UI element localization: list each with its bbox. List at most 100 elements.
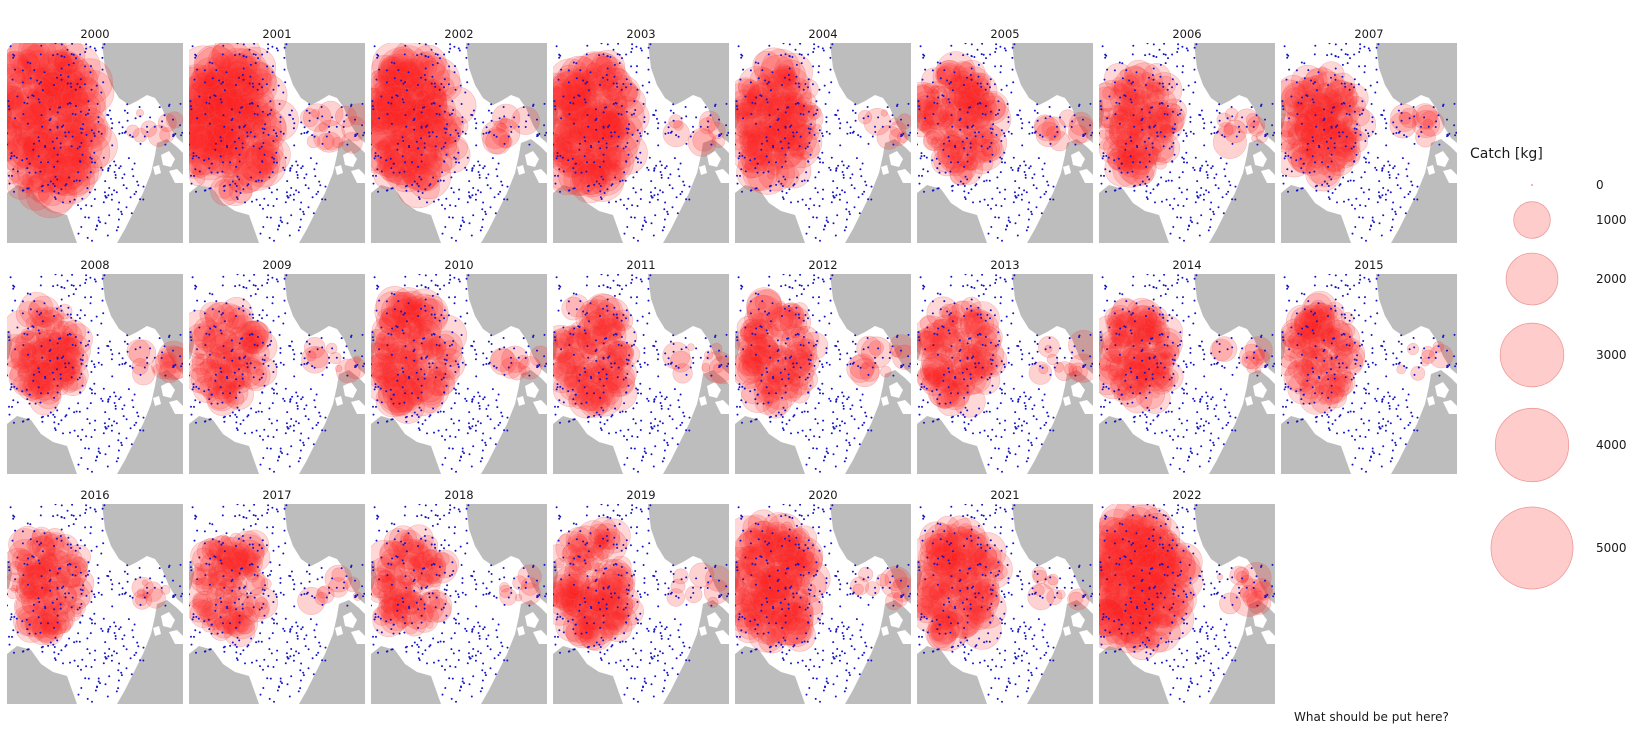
station-dot <box>991 153 994 156</box>
station-dot <box>71 135 74 138</box>
station-dot <box>652 234 655 237</box>
station-dot <box>270 422 273 425</box>
station-dot <box>1413 115 1416 118</box>
catch-bubble <box>1102 86 1117 100</box>
station-dot <box>1148 53 1151 56</box>
station-dot <box>134 117 137 120</box>
catch-bubble <box>764 111 788 135</box>
station-dot <box>812 216 815 219</box>
station-dot <box>1205 160 1208 163</box>
station-dot <box>418 43 421 45</box>
station-dot <box>1315 189 1318 192</box>
station-dot <box>1355 153 1358 156</box>
station-dot <box>246 415 249 418</box>
station-dot <box>944 171 947 174</box>
station-dot <box>117 226 120 229</box>
catch-bubble <box>737 98 778 139</box>
catch-bubble <box>389 84 432 127</box>
station-dot <box>1012 81 1015 84</box>
station-dot <box>1158 82 1161 85</box>
station-dot <box>784 137 786 140</box>
station-dot <box>79 86 81 89</box>
catch-bubble <box>193 317 219 343</box>
station-dot <box>744 170 747 173</box>
station-dot <box>963 84 965 86</box>
station-dot <box>1056 131 1059 133</box>
panel-year-label: 2000 <box>80 27 110 41</box>
station-dot <box>484 210 487 213</box>
station-dot <box>994 216 997 219</box>
station-dot <box>1200 109 1203 112</box>
station-dot <box>603 192 606 194</box>
station-dot <box>428 131 431 134</box>
catch-bubble <box>767 120 784 136</box>
station-dot <box>779 140 782 143</box>
station-dot <box>86 236 89 239</box>
station-dot <box>82 354 85 357</box>
catch-bubble <box>213 376 233 397</box>
catch-bubble <box>206 383 239 416</box>
catch-bubble <box>741 79 760 98</box>
catch-bubble <box>579 102 622 145</box>
station-dot <box>72 53 75 56</box>
catch-bubble <box>40 343 68 372</box>
station-dot <box>1378 222 1381 225</box>
catch-bubble <box>1293 99 1307 113</box>
station-dot <box>129 134 132 137</box>
catch-bubble <box>795 104 824 133</box>
station-dot <box>40 312 42 315</box>
station-dot <box>1273 131 1275 134</box>
station-dot <box>1288 117 1291 120</box>
station-dot <box>49 128 52 131</box>
catch-bubble <box>561 157 570 166</box>
station-dot <box>80 131 83 134</box>
station-dot <box>313 366 316 369</box>
station-dot <box>854 103 857 106</box>
station-dot <box>874 125 876 128</box>
station-dot <box>1286 56 1289 59</box>
station-dot <box>931 81 934 84</box>
station-dot <box>667 126 670 129</box>
catch-bubble <box>59 68 85 94</box>
station-dot <box>1295 159 1298 162</box>
year-panel-2004: 2004 <box>735 26 911 248</box>
station-dot <box>802 105 805 107</box>
catch-bubble <box>58 112 92 146</box>
station-dot <box>103 191 106 194</box>
station-dot <box>813 43 816 46</box>
catch-bubble <box>35 329 63 357</box>
station-dot <box>275 278 278 281</box>
catch-bubble <box>562 72 597 107</box>
station-dot <box>331 116 334 119</box>
land-mass <box>284 274 365 374</box>
station-dot <box>675 134 678 137</box>
station-dot <box>907 102 910 105</box>
catch-bubble <box>62 73 79 90</box>
station-dot <box>814 187 817 190</box>
station-dot <box>240 337 242 340</box>
station-dot <box>22 113 25 116</box>
station-dot <box>108 418 111 420</box>
catch-bubble <box>49 172 73 196</box>
station-dot <box>1148 76 1150 79</box>
catch-bubble <box>938 140 967 169</box>
catch-bubble <box>1223 119 1247 144</box>
station-dot <box>777 128 780 131</box>
catch-bubble <box>47 344 63 359</box>
station-dot <box>261 86 263 89</box>
station-dot <box>1059 116 1062 119</box>
station-dot <box>786 106 788 109</box>
station-dot <box>65 414 68 417</box>
station-dot <box>737 45 740 48</box>
catch-bubble <box>565 76 598 109</box>
catch-bubble <box>414 54 438 78</box>
station-dot <box>454 65 456 68</box>
station-dot <box>238 384 241 387</box>
station-dot <box>836 214 839 217</box>
catch-map <box>371 43 547 243</box>
station-dot <box>305 109 308 112</box>
station-dot <box>1364 88 1367 91</box>
catch-bubble <box>7 50 32 85</box>
catch-bubble <box>1124 137 1135 148</box>
station-dot <box>1053 135 1056 138</box>
